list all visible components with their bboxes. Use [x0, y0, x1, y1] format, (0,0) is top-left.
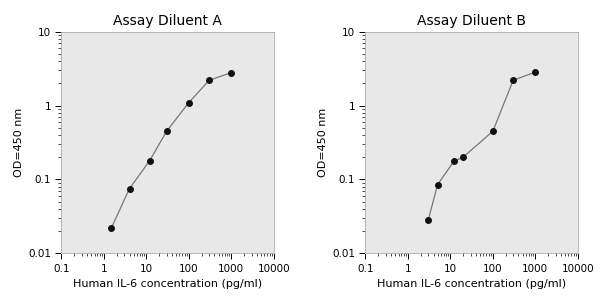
Title: Assay Diluent B: Assay Diluent B [417, 14, 526, 28]
Title: Assay Diluent A: Assay Diluent A [113, 14, 222, 28]
Y-axis label: OD=450 nm: OD=450 nm [318, 108, 328, 177]
Y-axis label: OD=450 nm: OD=450 nm [14, 108, 24, 177]
X-axis label: Human IL-6 concentration (pg/ml): Human IL-6 concentration (pg/ml) [377, 279, 566, 289]
X-axis label: Human IL-6 concentration (pg/ml): Human IL-6 concentration (pg/ml) [73, 279, 262, 289]
